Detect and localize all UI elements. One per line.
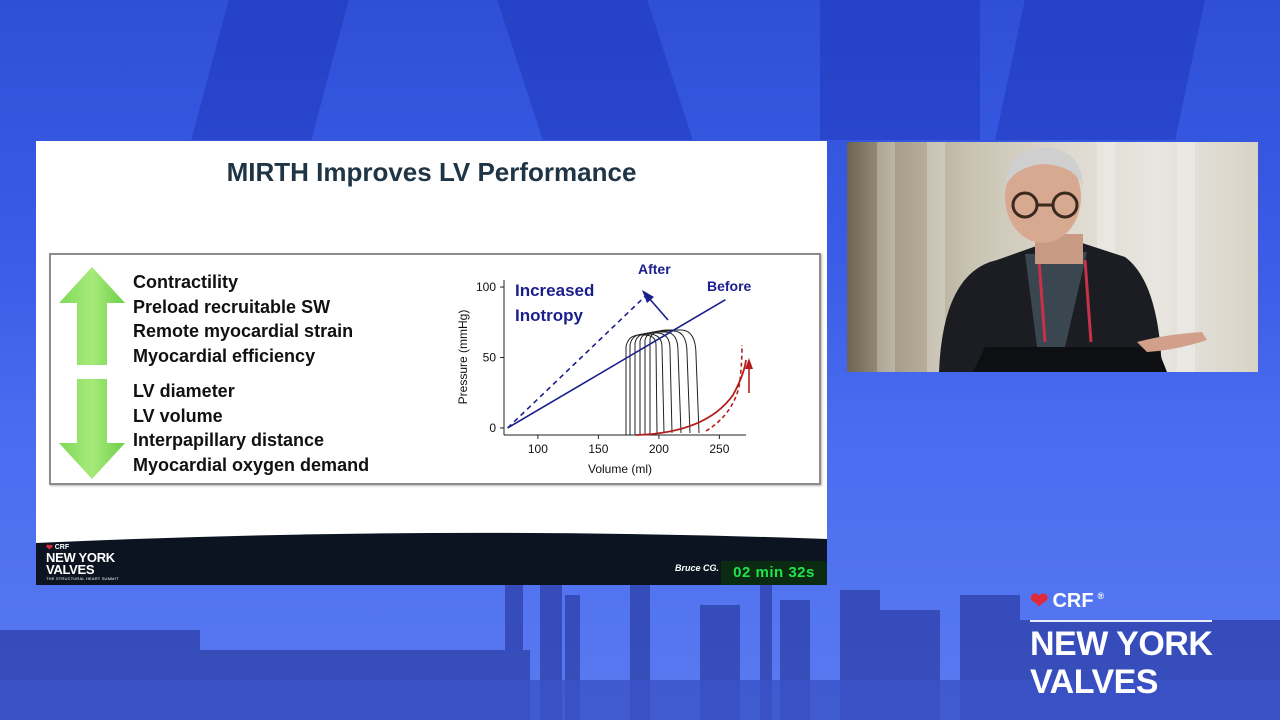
shift-arrow-shaft [647,296,669,321]
list-item: Preload recruitable SW [133,296,331,317]
list-item: Interpapillary distance [133,430,325,450]
background-shape [995,0,1205,140]
heart-icon: ❤ [46,543,53,552]
x-axis-label: Volume (ml) [588,462,652,476]
logo-brand: CRF [54,544,70,551]
logo-divider [1030,620,1212,622]
shift-arrow-head [642,290,654,303]
list-item: LV diameter [133,381,235,401]
edpvr-curve [635,359,747,436]
logo-tagline: THE STRUCTURAL HEART SUMMIT [46,576,119,581]
background-shape [820,0,980,140]
logo-name-line2: VALVES [1030,663,1159,701]
logo-brand: CRF [1052,589,1094,612]
pressure-volume-chart: 100 150 200 250 0 50 100 Pressure (mmHg) Volum… [456,261,753,476]
water [0,680,1280,720]
annotation-increased: Increased [515,281,594,300]
curtain [1177,142,1195,372]
x-tick-label: 150 [588,442,608,456]
espvr-line-after [507,290,651,429]
content-box: Contractility Preload recruitable SW Rem… [49,253,821,485]
y-tick-label: 0 [489,421,496,435]
pv-loops [625,329,700,435]
registered-icon: ® [1097,591,1105,601]
list-item: Contractility [133,272,239,292]
annotation-before: Before [707,278,752,294]
annotation-after: After [638,261,671,277]
list-item: LV volume [133,405,223,426]
logo-name-line1: NEW YORK [1030,625,1213,663]
list-item: Myocardial oxygen demand [133,454,370,475]
logo-name-line1: NEW YORK [46,550,115,565]
edpvr-after-curve [705,344,743,432]
curtain [877,142,895,372]
slide-logo: ❤ CRF NEW YORK VALVES THE STRUCTURAL HEAR… [46,543,119,581]
increased-list: Contractility Preload recruitable SW Rem… [133,270,353,368]
curtain [927,142,945,372]
red-arrow-head [745,358,753,369]
list-item: Myocardial efficiency [133,345,316,366]
presentation-slide: MIRTH Improves LV Performance Contractil… [36,141,827,585]
background-shape [191,0,349,140]
decreased-list: LV diameter LV volume Interpapillary dis… [133,379,369,477]
footer-band [36,532,827,585]
author-credit: Bruce CG. [674,563,719,573]
y-tick-label: 50 [483,351,497,365]
annotation-inotropy: Inotropy [515,306,584,325]
x-tick-label: 250 [709,442,729,456]
arrow-up-icon [59,267,125,365]
background-shape [497,0,693,140]
event-logo: ❤ CRF ® NEW YORK VALVES [1030,588,1213,701]
timer: 02 min 32s [721,561,827,585]
slide-title: MIRTH Improves LV Performance [226,157,637,187]
x-tick-label: 200 [649,442,669,456]
logo-name-line2: VALVES [46,562,95,577]
arrow-down-icon [59,379,125,479]
espvr-line-before [507,299,726,429]
list-item: Remote myocardial strain [133,321,354,341]
heart-icon: ❤ [1030,588,1049,613]
x-tick-label: 100 [528,442,548,456]
y-axis-label: Pressure (mmHg) [456,310,470,405]
speaker-video [847,142,1258,372]
speaker-figure [939,148,1207,372]
y-tick-label: 100 [476,280,496,294]
